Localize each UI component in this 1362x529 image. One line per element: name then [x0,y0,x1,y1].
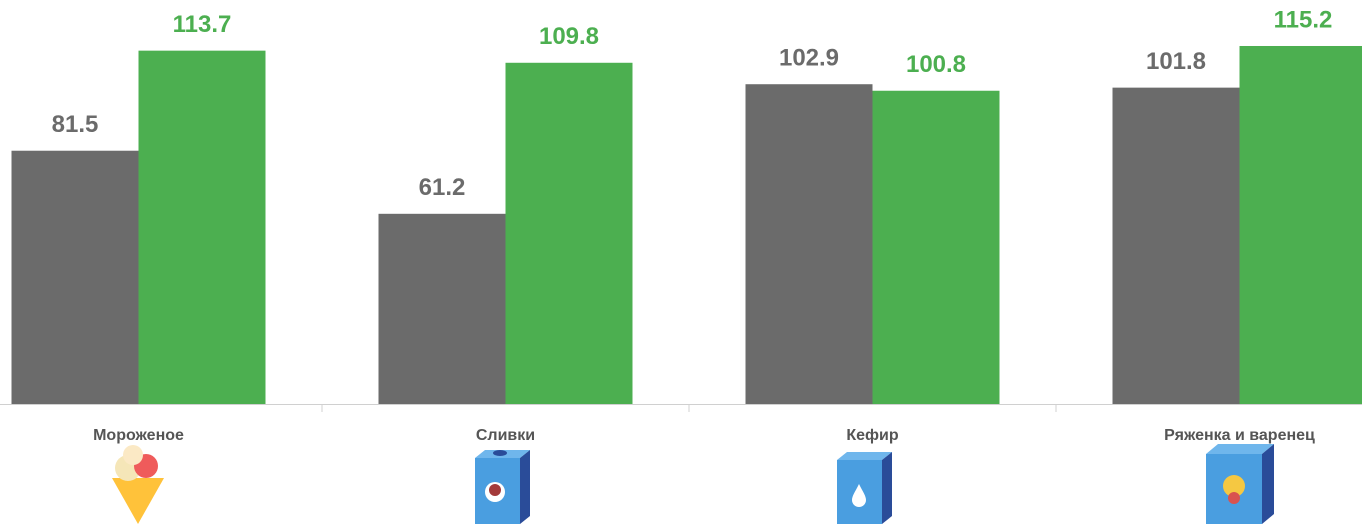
x-tick-label: Мороженое [93,427,184,444]
bar [11,150,139,404]
bar [138,50,266,404]
icons [112,444,1274,524]
bar [1112,87,1240,404]
bar [505,62,633,404]
value-label: 101.8 [1146,48,1206,75]
value-label: 113.7 [173,11,232,38]
bar [378,213,506,404]
icon-coffee [489,484,501,496]
value-label: 109.8 [539,23,599,50]
bar [1239,45,1362,405]
icon-scoop [123,445,143,465]
icon-box-side [882,452,892,524]
value-label: 115.2 [1274,6,1333,33]
bar [745,84,873,405]
icon-cow [1223,475,1245,497]
icon-box-top [1206,444,1274,454]
icon-cow-nose [1228,492,1240,504]
icon-drop [852,484,866,507]
icon-cap [493,450,507,456]
value-label: 102.9 [779,45,839,72]
bar [872,90,1000,404]
x-tick-label: Кефир [846,427,899,444]
icon-box-side [1262,444,1274,524]
icon-box-side [520,450,530,524]
value-label: 81.5 [52,111,99,138]
value-label: 61.2 [419,174,466,201]
x-tick-label: Сливки [476,427,535,444]
icon-cone [112,478,164,524]
x-tick-label: Ряженка и варенец [1164,427,1315,444]
icon-box-top [837,452,892,460]
value-label: 100.8 [906,51,966,78]
